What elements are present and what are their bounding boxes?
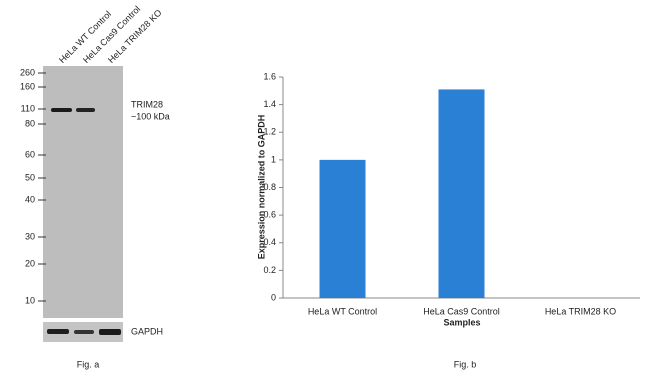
marker-label: 80 xyxy=(25,118,35,128)
marker-label: 60 xyxy=(25,149,35,159)
y-tick-label: 1 xyxy=(271,154,276,164)
band xyxy=(76,108,95,112)
y-axis-label: Expression normalized to GAPDH xyxy=(256,115,266,260)
marker-label: 50 xyxy=(25,172,35,182)
caption: Fig. a xyxy=(77,359,100,369)
loading-label: GAPDH xyxy=(131,326,163,336)
marker-label: 110 xyxy=(21,103,35,113)
blot-membrane xyxy=(43,66,123,318)
bar xyxy=(438,89,485,299)
marker-label: 10 xyxy=(25,295,35,305)
y-tick-label: 1.2 xyxy=(263,127,276,137)
x-tick-label: HeLa Cas9 Control xyxy=(423,306,500,316)
y-tick-label: 0.2 xyxy=(263,265,276,275)
target-size: ~100 kDa xyxy=(131,111,170,121)
x-tick-label: HeLa TRIM28 KO xyxy=(545,306,616,316)
marker-label: 40 xyxy=(25,194,35,204)
marker-label: 260 xyxy=(20,67,35,77)
y-tick-label: 1.4 xyxy=(263,99,276,109)
y-tick-label: 0.8 xyxy=(263,182,276,192)
y-tick-label: 1.6 xyxy=(263,71,276,81)
band xyxy=(74,330,94,334)
y-tick-label: 0 xyxy=(271,292,276,302)
band xyxy=(47,329,69,334)
y-tick-label: 0.6 xyxy=(263,210,276,220)
x-axis-label: Samples xyxy=(443,317,480,327)
band xyxy=(51,108,72,112)
caption: Fig. b xyxy=(454,359,477,369)
band xyxy=(99,329,121,335)
x-tick-label: HeLa WT Control xyxy=(308,306,377,316)
y-tick-label: 0.4 xyxy=(263,237,276,247)
target-label: TRIM28 xyxy=(131,99,163,109)
bar xyxy=(319,159,366,298)
marker-label: 30 xyxy=(25,231,35,241)
marker-label: 160 xyxy=(20,81,35,91)
marker-label: 20 xyxy=(25,258,35,268)
